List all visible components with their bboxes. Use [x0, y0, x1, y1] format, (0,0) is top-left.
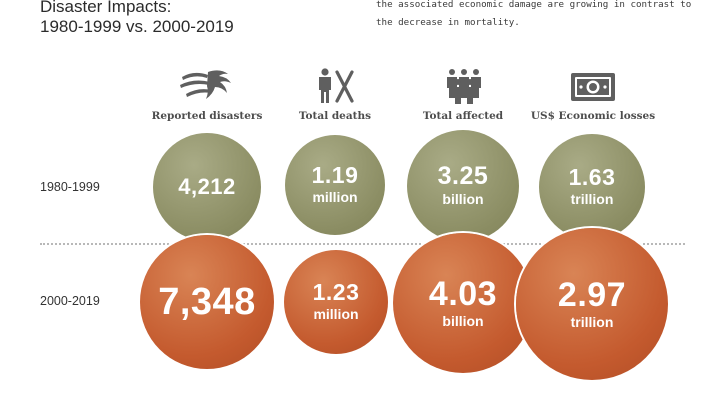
storm-icon	[180, 70, 231, 99]
bubble-unit: million	[312, 189, 358, 206]
intro-line-1: the associated economic damage are growi…	[376, 0, 692, 10]
period-divider	[40, 243, 685, 245]
bubble-value: 7,348	[158, 281, 256, 323]
title-line-1: Disaster Impacts:	[40, 0, 172, 16]
category-label-economic-losses: US$ Economic losses	[530, 110, 656, 122]
row-label-2000-2019: 2000-2019	[40, 294, 100, 308]
bubble-value: 1.23	[312, 279, 360, 306]
chart-title: Disaster Impacts: 1980-1999 vs. 2000-201…	[40, 0, 234, 37]
bubble-unit: billion	[442, 191, 484, 208]
bubble-value: 2.97	[557, 275, 627, 314]
bubble-2000-2019-reported-disasters: 7,348	[140, 235, 274, 369]
bubble-1980-1999-total-affected: 3.25 billion	[407, 130, 519, 242]
bubble-value: 1.19	[311, 162, 359, 189]
category-label-total-deaths: Total deaths	[298, 110, 372, 122]
bubble-value: 4.03	[428, 274, 498, 313]
intro-text: the associated economic damage are growi…	[376, 0, 696, 32]
bubble-1980-1999-total-deaths: 1.19 million	[285, 135, 385, 235]
category-label-reported-disasters: Reported disasters	[151, 110, 263, 122]
intro-line-2: the decrease in mortality.	[376, 17, 520, 28]
bubble-2000-2019-total-affected: 4.03 billion	[393, 233, 533, 373]
bubble-unit: billion	[442, 312, 484, 329]
bubble-value: 3.25	[437, 162, 489, 191]
bubble-2000-2019-total-deaths: 1.23 million	[284, 250, 388, 354]
bubble-1980-1999-economic-losses: 1.63 trillion	[539, 134, 645, 240]
bubble-unit: trillion	[570, 313, 614, 330]
bubble-value: 1.63	[568, 164, 616, 191]
title-line-2: 1980-1999 vs. 2000-2019	[40, 17, 234, 36]
crowd-icon	[447, 69, 481, 104]
bubble-unit: million	[313, 306, 359, 323]
money-icon	[571, 73, 615, 101]
person-death-icon	[319, 68, 354, 103]
row-label-1980-1999: 1980-1999	[40, 180, 100, 194]
category-label-total-affected: Total affected	[422, 110, 504, 122]
bubble-unit: trillion	[570, 191, 614, 208]
bubble-2000-2019-economic-losses: 2.97 trillion	[516, 228, 668, 380]
bubble-value: 4,212	[178, 174, 236, 199]
bubble-1980-1999-reported-disasters: 4,212	[153, 133, 261, 241]
